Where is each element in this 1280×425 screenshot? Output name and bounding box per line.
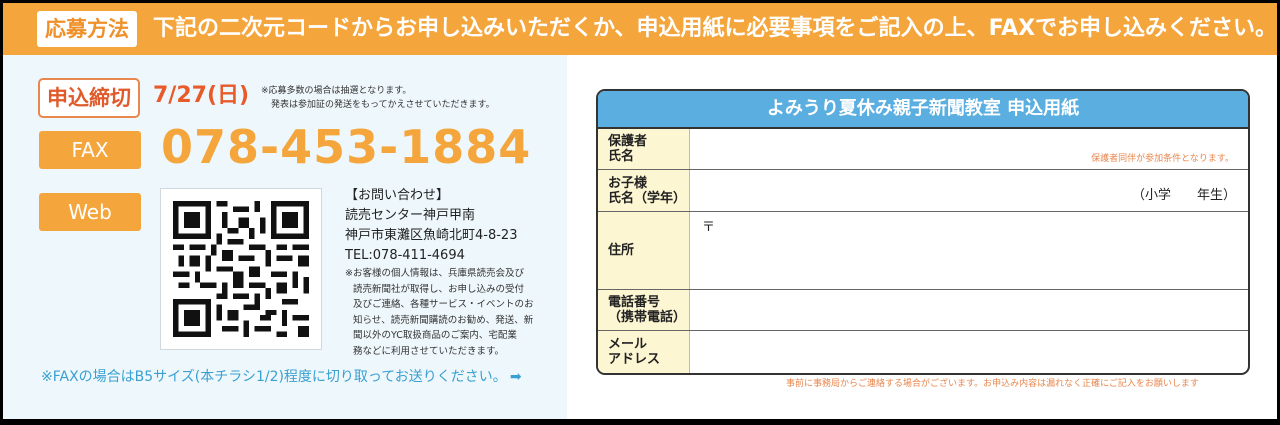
deadline-note-line: ※応募多数の場合は抽選となります。 [261, 86, 412, 96]
privacy-line: 務などに利用させていただきます。 [353, 345, 505, 357]
fax-cut-note: ※FAXの場合はB5サイズ(本チラシ1/2)程度に切り取ってお送りください。 ➡ [41, 367, 522, 387]
application-info-panel: 申込締切 7/27(日) ※応募多数の場合は抽選となります。 発表は参加証の発送… [3, 55, 567, 419]
email-label: メール アドレス [598, 331, 690, 373]
deadline-label: 申込締切 [38, 78, 140, 118]
privacy-line: ※お客様の個人情報は、兵庫県読売会及び [345, 268, 524, 279]
contact-name: 読売センター神戸甲南 [345, 208, 476, 223]
web-label: Web [39, 193, 141, 231]
contact-info: 【お問い合わせ】 読売センター神戸甲南 神戸市東灘区魚崎北町4-8-23 TEL… [345, 186, 517, 266]
label-line: 住所 [608, 243, 635, 258]
application-method-tag: 応募方法 [37, 11, 137, 47]
label-line: メール [608, 337, 648, 352]
privacy-line: 及びご連絡、各種サービス・イベントのお [353, 299, 534, 310]
guardian-name-label: 保護者 氏名 [598, 129, 690, 169]
form-title: よみうり夏休み親子新聞教室 申込用紙 [598, 91, 1248, 129]
fax-number: 078-453-1884 [161, 120, 532, 174]
label-line: 電話番号 [608, 295, 661, 310]
fax-label: FAX [39, 131, 141, 169]
child-grade: （小学 年生） [1131, 188, 1236, 203]
label-line: 保護者 [608, 134, 648, 149]
label-line: 氏名 [608, 149, 635, 164]
privacy-notice: ※お客様の個人情報は、兵庫県読売会及び 読売新聞社が取得し、お申し込みの受付 及… [345, 266, 555, 359]
child-name-label: お子様 氏名（学年） [598, 170, 690, 211]
contact-tel: TEL:078-411-4694 [345, 248, 465, 263]
phone-row[interactable]: 電話番号 （携帯電話） [598, 290, 1248, 331]
privacy-line: 知らせ、読売新聞購読のお勧め、発送、新 [353, 314, 534, 326]
deadline-date: 7/27(日) [153, 83, 250, 108]
application-form: よみうり夏休み親子新聞教室 申込用紙 保護者 氏名 保護者同伴が参加条件となりま… [596, 89, 1250, 375]
deadline-note-line: 発表は参加証の発送をもってかえさせていただきます。 [271, 100, 495, 110]
contact-address: 神戸市東灘区魚崎北町4-8-23 [345, 228, 518, 243]
label-line: （携帯電話） [608, 310, 687, 325]
form-footer-note: 事前に事務局からご連絡する場合がございます。お申込み内容は漏れなく正確にご記入を… [786, 379, 1199, 389]
address-row[interactable]: 住所 〒 [598, 212, 1248, 290]
privacy-line: 読売新聞社が取得し、お申し込みの受付 [353, 283, 525, 295]
application-method-banner: 応募方法 下記の二次元コードからお申し込みいただくか、申込用紙に必要事項をご記入… [3, 3, 1277, 55]
arrow-right-icon: ➡ [509, 369, 522, 385]
phone-label: 電話番号 （携帯電話） [598, 290, 690, 330]
guardian-name-row[interactable]: 保護者 氏名 保護者同伴が参加条件となります。 [598, 129, 1248, 170]
application-method-text: 下記の二次元コードからお申し込みいただくか、申込用紙に必要事項をご記入の上、FA… [153, 16, 1277, 41]
qr-code-icon [173, 201, 309, 337]
email-row[interactable]: メール アドレス [598, 331, 1248, 373]
label-line: アドレス [608, 352, 661, 367]
postal-mark: 〒 [702, 220, 716, 235]
qr-code[interactable] [160, 188, 322, 350]
guardian-note: 保護者同伴が参加条件となります。 [1091, 154, 1234, 164]
deadline-note: ※応募多数の場合は抽選となります。 発表は参加証の発送をもってかえさせていただき… [261, 84, 495, 112]
label-line: 氏名（学年） [608, 190, 687, 206]
contact-heading: 【お問い合わせ】 [345, 188, 450, 203]
fax-cut-note-text: ※FAXの場合はB5サイズ(本チラシ1/2)程度に切り取ってお送りください。 [41, 369, 507, 385]
privacy-line: 聞以外のYC取扱商品のご案内、宅配業 [353, 330, 517, 341]
application-flyer: 応募方法 下記の二次元コードからお申し込みいただくか、申込用紙に必要事項をご記入… [3, 3, 1277, 419]
label-line: お子様 [608, 175, 648, 191]
child-name-row[interactable]: お子様 氏名（学年） （小学 年生） [598, 170, 1248, 212]
address-label: 住所 [598, 212, 690, 289]
